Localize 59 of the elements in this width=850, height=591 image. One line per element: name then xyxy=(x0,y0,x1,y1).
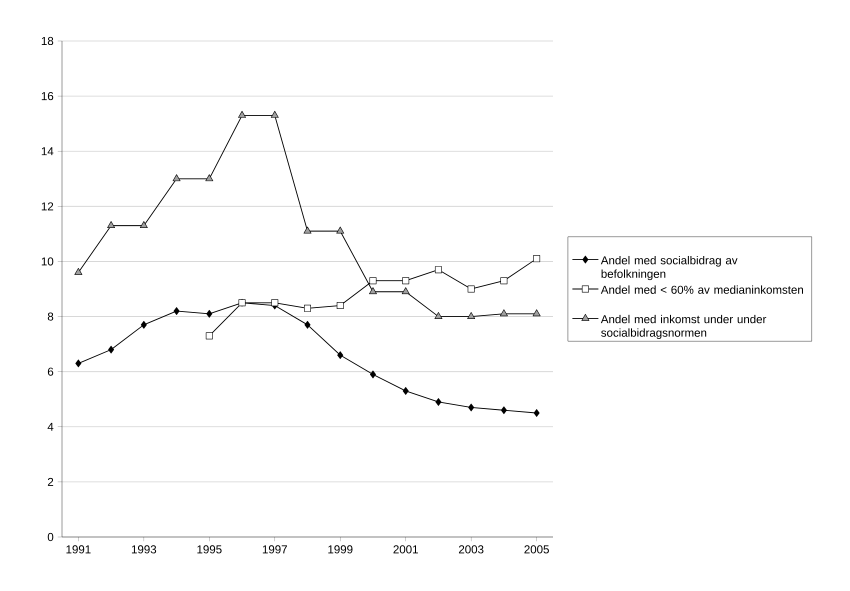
y-tick-label: 14 xyxy=(42,147,54,156)
point xyxy=(434,312,442,319)
point xyxy=(336,302,344,310)
point xyxy=(75,359,82,368)
x-tick-label: 1993 xyxy=(132,545,156,554)
point xyxy=(402,287,410,294)
y-tick-label: 8 xyxy=(48,312,54,321)
x-tick-label: 2005 xyxy=(524,545,549,554)
point xyxy=(174,307,180,315)
point xyxy=(500,309,508,316)
point xyxy=(468,404,474,412)
point xyxy=(402,387,409,395)
point xyxy=(172,174,181,182)
point xyxy=(370,370,376,378)
point xyxy=(304,226,312,234)
point xyxy=(500,406,507,414)
point xyxy=(336,226,344,234)
y-tick-label: 12 xyxy=(42,202,54,210)
point xyxy=(271,299,278,306)
point xyxy=(533,255,540,262)
y-tick-label: 2 xyxy=(48,478,54,486)
point xyxy=(500,277,508,284)
point xyxy=(206,310,212,318)
legend-label: Andel med < 60% av medianinkomsten xyxy=(600,285,804,294)
point xyxy=(107,221,116,228)
point xyxy=(534,409,540,417)
x-tick-label: 1991 xyxy=(66,545,91,554)
point xyxy=(337,351,344,360)
x-tick-label: 2001 xyxy=(393,545,418,554)
point xyxy=(369,287,377,294)
point xyxy=(304,304,312,312)
y-tick-label: 0 xyxy=(48,532,54,542)
point xyxy=(467,312,476,319)
y-tick-label: 10 xyxy=(42,257,54,266)
point xyxy=(108,346,114,354)
point xyxy=(532,309,541,316)
point xyxy=(468,285,475,292)
point xyxy=(402,277,410,284)
point xyxy=(369,277,376,284)
x-tick-label: 1995 xyxy=(197,545,222,554)
x-tick-label: 2003 xyxy=(458,545,484,554)
legend-label: Andel med inkomst under under socialbidragsnormen xyxy=(600,314,766,340)
point xyxy=(205,174,214,182)
y-tick-label: 6 xyxy=(48,368,54,376)
point xyxy=(434,266,442,274)
legend-label: Andel med socialbidrag av befolkningen xyxy=(600,256,738,280)
point xyxy=(140,320,147,329)
x-tick-label: 1999 xyxy=(328,545,352,554)
x-tick-label: 1997 xyxy=(262,545,287,554)
point xyxy=(206,332,213,340)
point xyxy=(140,221,148,228)
point xyxy=(435,398,442,406)
point xyxy=(238,110,246,118)
y-tick-label: 4 xyxy=(48,422,54,431)
point xyxy=(304,320,311,329)
y-tick-label: 18 xyxy=(42,36,54,46)
point xyxy=(270,110,279,118)
y-tick-label: 16 xyxy=(42,92,54,100)
point xyxy=(74,268,82,275)
